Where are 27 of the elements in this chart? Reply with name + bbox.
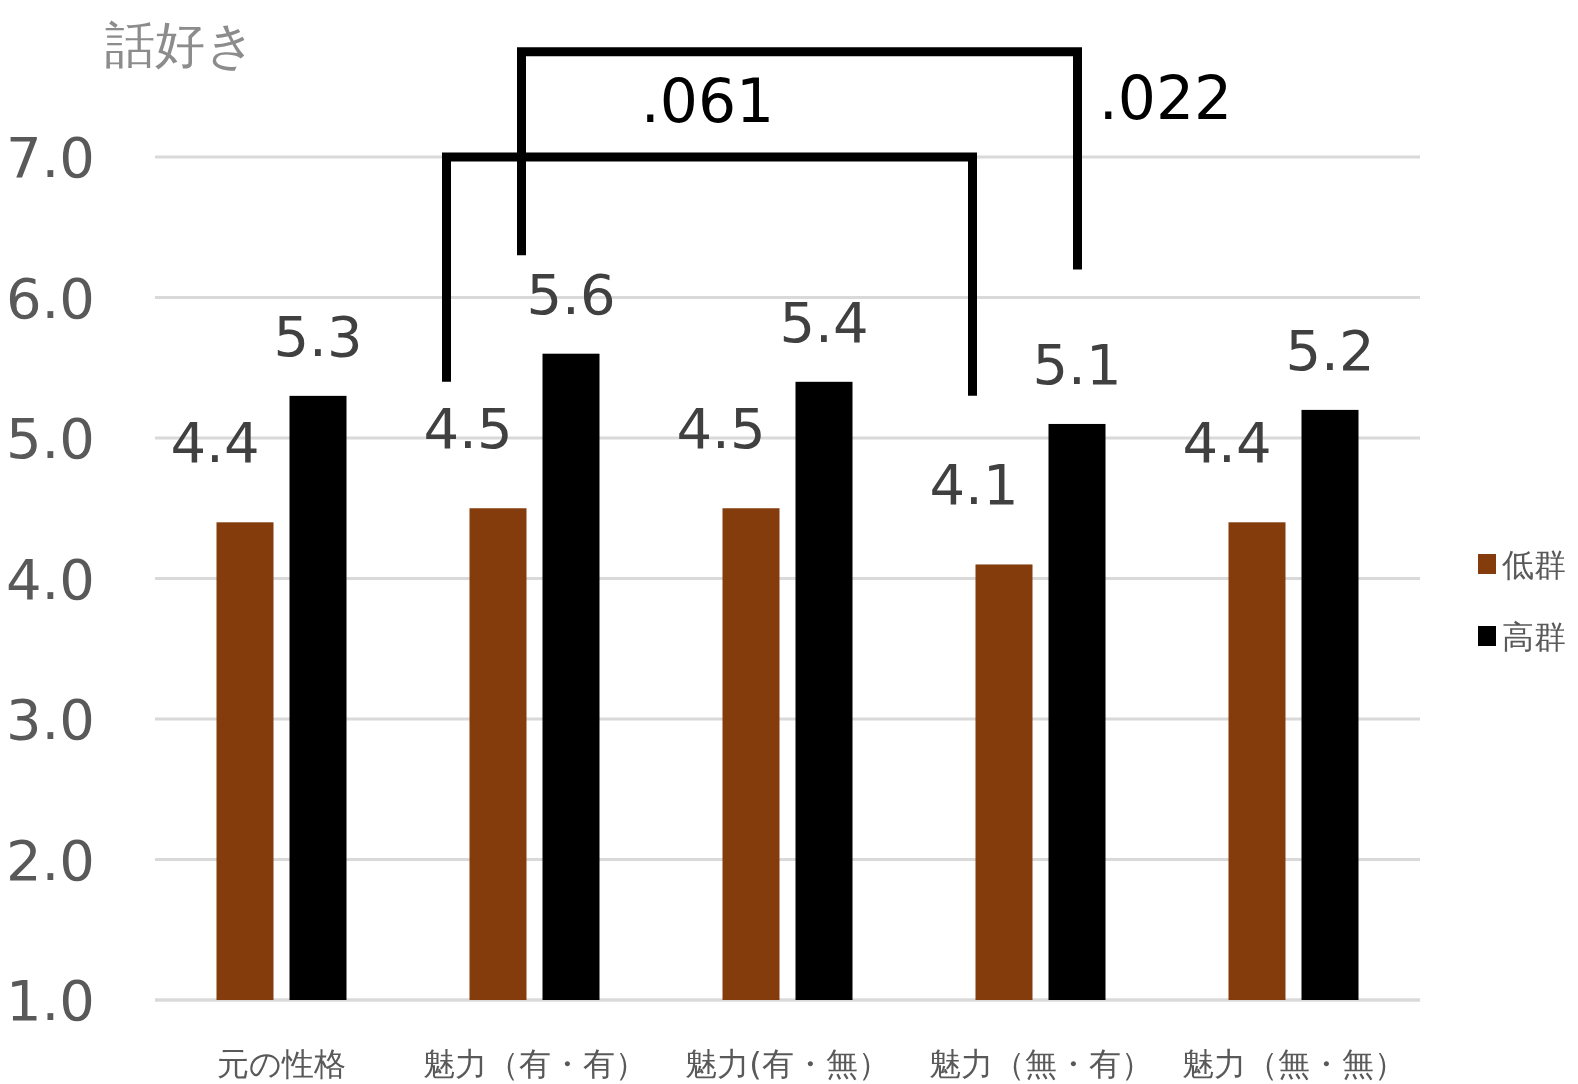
data-label: 5.2	[1285, 317, 1375, 383]
x-tick-label: 魅力(有・無）	[685, 1045, 890, 1083]
y-tick-label: 3.0	[5, 687, 95, 752]
y-tick-label: 2.0	[5, 827, 95, 893]
data-label: 4.5	[676, 396, 766, 462]
data-label: 4.4	[1182, 410, 1272, 476]
data-label: 5.4	[779, 289, 869, 355]
y-tick-label: 5.0	[5, 406, 95, 471]
y-axis-title: 話好き	[105, 16, 256, 74]
data-label: 4.1	[929, 452, 1019, 518]
text: .061	[640, 66, 775, 136]
data-label: 4.5	[423, 396, 513, 462]
legend-label: 低群	[1502, 546, 1566, 584]
data-label: 5.3	[273, 303, 363, 369]
x-tick-label: 魅力（無・有）	[928, 1045, 1153, 1083]
legend-label: 高群	[1502, 618, 1566, 656]
text: .022	[1098, 63, 1233, 133]
y-tick-label: 6.0	[5, 265, 95, 331]
data-label: 4.4	[170, 410, 260, 476]
y-tick-label: 4.0	[5, 546, 95, 612]
data-label: 5.1	[1032, 331, 1122, 397]
y-tick-label: 7.0	[5, 125, 95, 190]
x-tick-label: 魅力（無・無）	[1181, 1045, 1406, 1083]
x-tick-label: 元の性格	[217, 1045, 346, 1083]
y-tick-label: 1.0	[5, 968, 95, 1033]
x-tick-label: 魅力（有・有）	[422, 1045, 647, 1083]
data-label: 5.6	[526, 261, 616, 327]
